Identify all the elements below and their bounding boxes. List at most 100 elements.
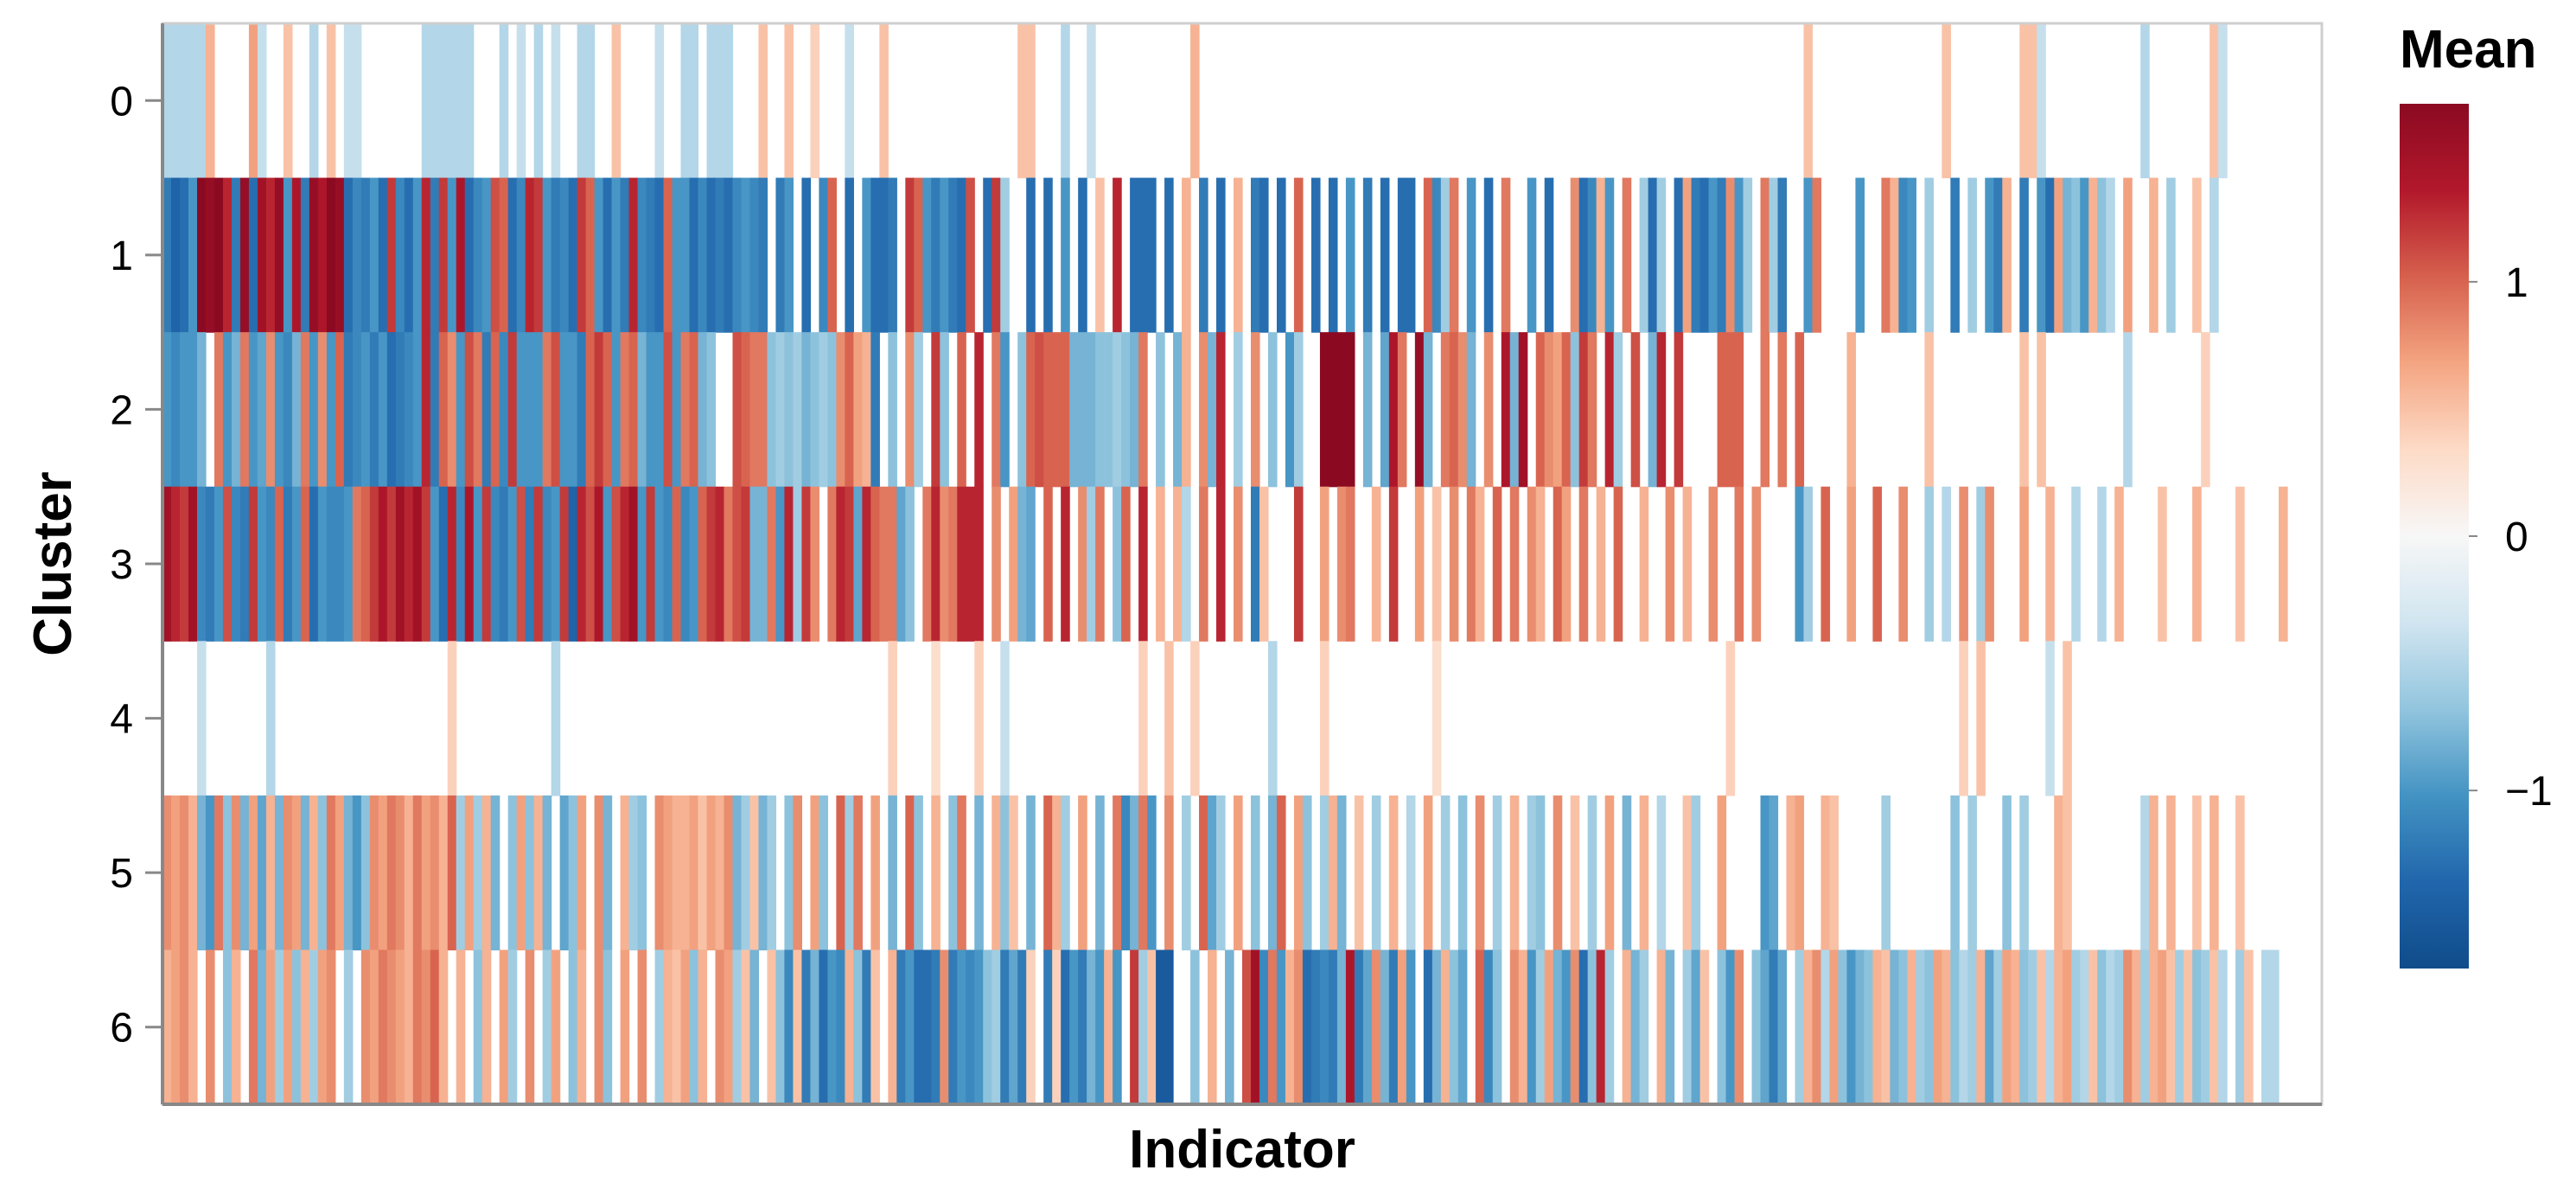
heatmap-cell — [1578, 486, 1589, 642]
heatmap-cell — [430, 177, 440, 333]
heatmap-cell — [1164, 795, 1174, 951]
heatmap-cell — [1967, 177, 1977, 333]
heatmap-cell — [724, 177, 734, 333]
heatmap-cell — [594, 486, 604, 642]
heatmap-cell — [525, 332, 535, 488]
heatmap-cell — [239, 332, 250, 488]
heatmap-cell — [309, 332, 319, 488]
heatmap-cell — [1147, 177, 1157, 333]
heatmap-cell — [231, 795, 241, 951]
heatmap-cell — [248, 332, 258, 488]
heatmap-cell — [283, 177, 293, 333]
heatmap-cell — [810, 23, 819, 179]
heatmap-cell — [767, 949, 777, 1105]
heatmap-cell — [1000, 795, 1010, 951]
heatmap-cell — [1855, 949, 1865, 1105]
heatmap-cell — [386, 332, 397, 488]
heatmap-cell — [758, 486, 768, 642]
heatmap-cell — [1406, 795, 1416, 951]
heatmap-cell — [966, 486, 975, 642]
heatmap-cell — [1319, 949, 1329, 1105]
heatmap-cell — [447, 486, 457, 642]
heatmap-cell — [257, 795, 267, 951]
heatmap-cell — [1328, 177, 1338, 333]
heatmap-cell — [395, 486, 405, 642]
heatmap-cell — [1423, 332, 1433, 488]
heatmap-cell — [326, 23, 336, 179]
heatmap-cell — [1061, 795, 1070, 951]
heatmap-cell — [248, 486, 258, 642]
heatmap-cell — [2106, 949, 2115, 1105]
heatmap-cell — [1440, 332, 1451, 488]
heatmap-cell — [1890, 177, 1899, 333]
heatmap-cell — [654, 23, 665, 179]
heatmap-cell — [214, 486, 224, 642]
heatmap-cell — [1397, 949, 1407, 1105]
heatmap-cell — [1769, 177, 1779, 333]
heatmap-cell — [620, 949, 630, 1105]
heatmap-cell — [1553, 949, 1563, 1105]
heatmap-cell — [706, 23, 734, 179]
heatmap-cell — [1026, 332, 1036, 488]
heatmap-cell — [1371, 795, 1381, 951]
heatmap-cell — [1466, 177, 1476, 333]
heatmap-cell — [1483, 949, 1494, 1105]
heatmap-cell — [1535, 332, 1546, 488]
heatmap-cell — [196, 795, 207, 951]
heatmap-cell — [810, 949, 819, 1105]
heatmap-cell — [326, 486, 336, 642]
heatmap-cell — [257, 177, 267, 333]
heatmap-cell — [1881, 795, 1891, 951]
heatmap-cell — [1682, 486, 1693, 642]
heatmap-cell — [1319, 641, 1329, 796]
heatmap-cell — [1553, 795, 1563, 951]
heatmap-cell — [1138, 177, 1148, 333]
heatmap-cell — [516, 23, 526, 179]
heatmap-cell — [1164, 177, 1174, 333]
heatmap-cell — [1596, 177, 1606, 333]
heatmap-cell — [775, 486, 786, 642]
heatmap-cell — [1371, 486, 1381, 642]
heatmap-cell — [1855, 177, 1865, 333]
heatmap-cell — [2235, 486, 2245, 642]
heatmap-cell — [914, 949, 923, 1105]
heatmap-cell — [1734, 177, 1744, 333]
heatmap-cell — [1423, 177, 1433, 333]
heatmap-cell — [1113, 177, 1122, 333]
heatmap-cell — [888, 795, 897, 951]
heatmap-cell — [283, 949, 293, 1105]
heatmap-cell — [490, 795, 501, 951]
heatmap-cell — [1734, 486, 1744, 642]
heatmap-cell — [464, 486, 475, 642]
heatmap-cell — [360, 795, 371, 951]
heatmap-cell — [1898, 486, 1908, 642]
heatmap-cell — [637, 486, 647, 642]
heatmap-cell — [1302, 795, 1312, 951]
heatmap-cell — [922, 949, 932, 1105]
heatmap-cell — [654, 177, 665, 333]
heatmap-cell — [456, 332, 466, 488]
heatmap-cell — [801, 332, 811, 488]
heatmap-cell — [2192, 795, 2202, 951]
heatmap-cell — [163, 486, 172, 642]
heatmap-cell — [931, 949, 940, 1105]
heatmap-cell — [888, 486, 897, 642]
heatmap-cell — [1208, 949, 1217, 1105]
heatmap-cell — [421, 23, 475, 179]
heatmap-cell — [948, 486, 958, 642]
heatmap-cell — [1578, 332, 1589, 488]
heatmap-cell — [1449, 486, 1459, 642]
heatmap-cell — [646, 486, 656, 642]
heatmap-cell — [983, 949, 992, 1105]
heatmap-cell — [1388, 486, 1399, 642]
heatmap-cell — [542, 177, 552, 333]
heatmap-cell — [1026, 486, 1036, 642]
heatmap-cell — [163, 795, 172, 951]
heatmap-cell — [1820, 795, 1831, 951]
heatmap-cell — [1769, 795, 1779, 951]
heatmap-cell — [1113, 332, 1122, 488]
heatmap-cell — [257, 23, 267, 179]
heatmap-cell — [1777, 177, 1788, 333]
heatmap-cell — [369, 949, 379, 1105]
heatmap-cell — [1803, 949, 1814, 1105]
